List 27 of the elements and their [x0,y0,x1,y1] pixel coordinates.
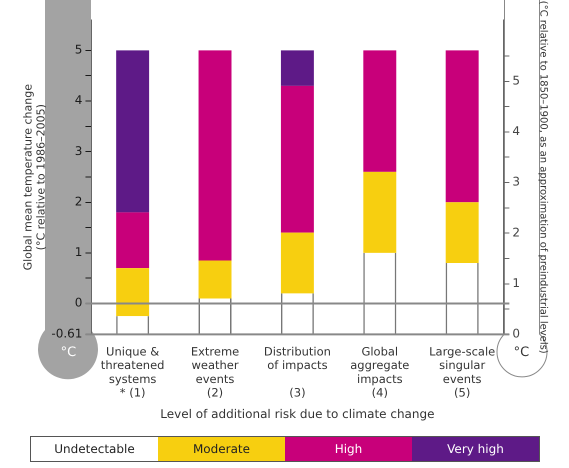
y-tick-label: 2 [74,194,82,208]
x-tick-label: Extreme weather events (2) [190,344,240,400]
y2-tick-label: 1 [512,276,520,290]
text: High [285,437,412,461]
y-tick-label: 3 [74,144,82,158]
y2-tick-label: 2 [512,225,520,240]
x-tick-label: Global aggregate impacts (4) [350,344,410,400]
y2-tick-label: 4 [512,124,520,138]
x-tick-label: Large-scale singular events (5) [429,344,496,400]
x-tick-label: Unique & threatened systems * (1) [100,344,164,400]
x-axis-title: Level of additional risk due to climate change [160,406,435,421]
y2-tick-label: 3 [512,174,520,189]
y2-axis-title: (°C relative to 1850–1900, as an approximation of preindustrial levels) [537,0,548,354]
y-tick-label: 4 [74,93,82,108]
y-tick-label: 5 [74,42,82,56]
x-tick-label: Distribution of impacts (3) [264,344,331,400]
y-tick-label: 1 [74,245,82,260]
text: Very high [412,437,539,461]
y2-tick-label: 5 [512,73,520,88]
y-tick-label: -0.61 [51,326,82,341]
text: °C [514,345,530,360]
y-axis-title: Global mean temperature change (°C relative to 1986–2005) [21,84,48,270]
text: Moderate [158,437,285,461]
text: °C [60,345,78,360]
y-tick-label: 0 [74,296,82,310]
y2-tick-label: 0 [512,326,520,341]
text: Undetectable [31,437,158,461]
